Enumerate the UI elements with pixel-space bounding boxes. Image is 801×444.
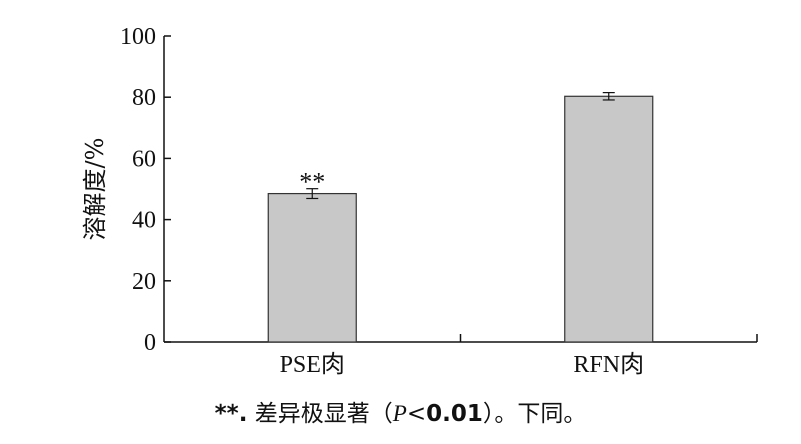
footnote-p-symbol: P [392, 401, 407, 426]
y-axis-label: 溶解度/% [81, 138, 109, 241]
footnote-p-value: 0.01 [426, 401, 483, 427]
bar-1 [267, 192, 357, 343]
significance-mark-1: ** [299, 168, 325, 197]
y-tick-label-0: 0 [144, 330, 156, 356]
bar-chart: 0 20 40 60 80 100 ** PSE肉 RFN肉 溶解度/% [81, 24, 758, 378]
y-tick-label-100: 100 [120, 24, 156, 50]
x-category-label-2: RFN肉 [573, 351, 644, 378]
chart-axes [163, 36, 758, 343]
y-tick-label-20: 20 [132, 269, 156, 295]
footnote-text-before: 差异极显著（ [247, 401, 393, 427]
y-tick-label-60: 60 [132, 146, 156, 172]
footnote: **. 差异极显著（P<0.01）。下同。 [0, 394, 801, 428]
y-axis-ticks: 0 20 40 60 80 100 [120, 24, 171, 356]
footnote-text-after: ）。下同。 [482, 401, 587, 427]
x-category-label-1: PSE肉 [280, 351, 345, 378]
footnote-comparator: < [406, 401, 427, 427]
bars-group [267, 92, 654, 343]
labels-group: ** PSE肉 RFN肉 溶解度/% [81, 138, 644, 378]
footnote-mark: **. [214, 401, 248, 427]
y-tick-label-80: 80 [132, 85, 156, 111]
y-tick-label-40: 40 [132, 208, 156, 234]
bar-2 [564, 95, 654, 343]
